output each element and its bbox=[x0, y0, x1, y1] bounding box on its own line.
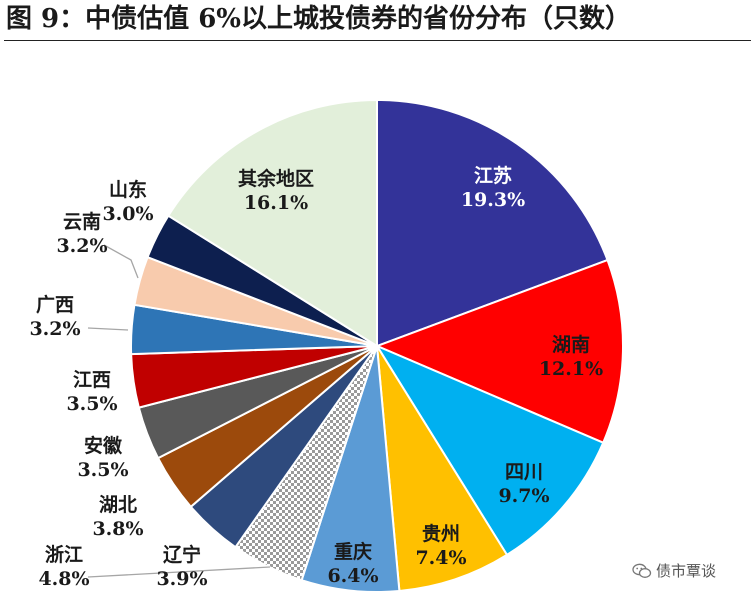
slice-3-value-label: 9.7% bbox=[498, 485, 549, 507]
slice-10-value-label: 3.5% bbox=[66, 393, 117, 415]
slice-2-label: 湖南 bbox=[552, 334, 590, 356]
slice-6-leader-line bbox=[87, 566, 271, 578]
slice-11-label: 广西 bbox=[36, 293, 74, 316]
slice-13-label: 山东 bbox=[109, 178, 147, 201]
slice-3-label: 四川 bbox=[505, 461, 543, 483]
slice-4-label: 贵州 bbox=[422, 523, 460, 545]
slice-14-value-label: 16.1% bbox=[244, 192, 308, 214]
slice-5-value-label: 6.4% bbox=[327, 565, 378, 587]
slice-12-label: 云南 bbox=[63, 211, 101, 233]
slice-12-leader-line bbox=[103, 244, 139, 279]
slice-8-value-label: 3.8% bbox=[92, 518, 143, 540]
slice-1-wedge bbox=[376, 98, 609, 348]
slice-7-label: 辽宁 bbox=[163, 543, 201, 566]
pie-slices bbox=[130, 98, 625, 593]
slice-11-leader-line bbox=[87, 327, 129, 331]
slice-9-label: 安徽 bbox=[84, 434, 123, 457]
watermark: 债市覃谈 bbox=[632, 560, 716, 581]
slice-6-value-label: 4.8% bbox=[38, 568, 89, 590]
slice-2-value-label: 12.1% bbox=[539, 358, 603, 380]
slice-11-value-label: 3.2% bbox=[29, 318, 80, 340]
slice-12-value-label: 3.2% bbox=[56, 235, 107, 257]
slice-6-label: 浙江 bbox=[45, 543, 83, 566]
watermark-text: 债市覃谈 bbox=[656, 562, 717, 580]
title-divider bbox=[4, 40, 751, 41]
figure-title: 图 9：中债估值 6%以上城投债券的省份分布（只数） bbox=[6, 4, 631, 34]
slice-3-wedge bbox=[374, 343, 605, 557]
slice-13-value-label: 3.0% bbox=[102, 203, 153, 225]
slice-4-value-label: 7.4% bbox=[415, 547, 466, 569]
slice-2-wedge bbox=[374, 258, 625, 445]
slice-10-label: 江西 bbox=[73, 369, 111, 391]
slice-9-value-label: 3.5% bbox=[77, 459, 128, 481]
slice-1-value-label: 19.3% bbox=[461, 189, 525, 211]
slice-8-label: 湖北 bbox=[99, 494, 137, 516]
slice-4-wedge bbox=[376, 345, 509, 593]
slice-14-label: 其余地区 bbox=[238, 167, 314, 190]
slice-7-value-label: 3.9% bbox=[156, 568, 207, 590]
slice-5-label: 重庆 bbox=[334, 540, 372, 563]
slice-14-wedge bbox=[166, 98, 378, 348]
wechat-icon bbox=[632, 563, 652, 578]
slice-1-label: 江苏 bbox=[474, 164, 512, 187]
leader-lines bbox=[87, 244, 271, 578]
